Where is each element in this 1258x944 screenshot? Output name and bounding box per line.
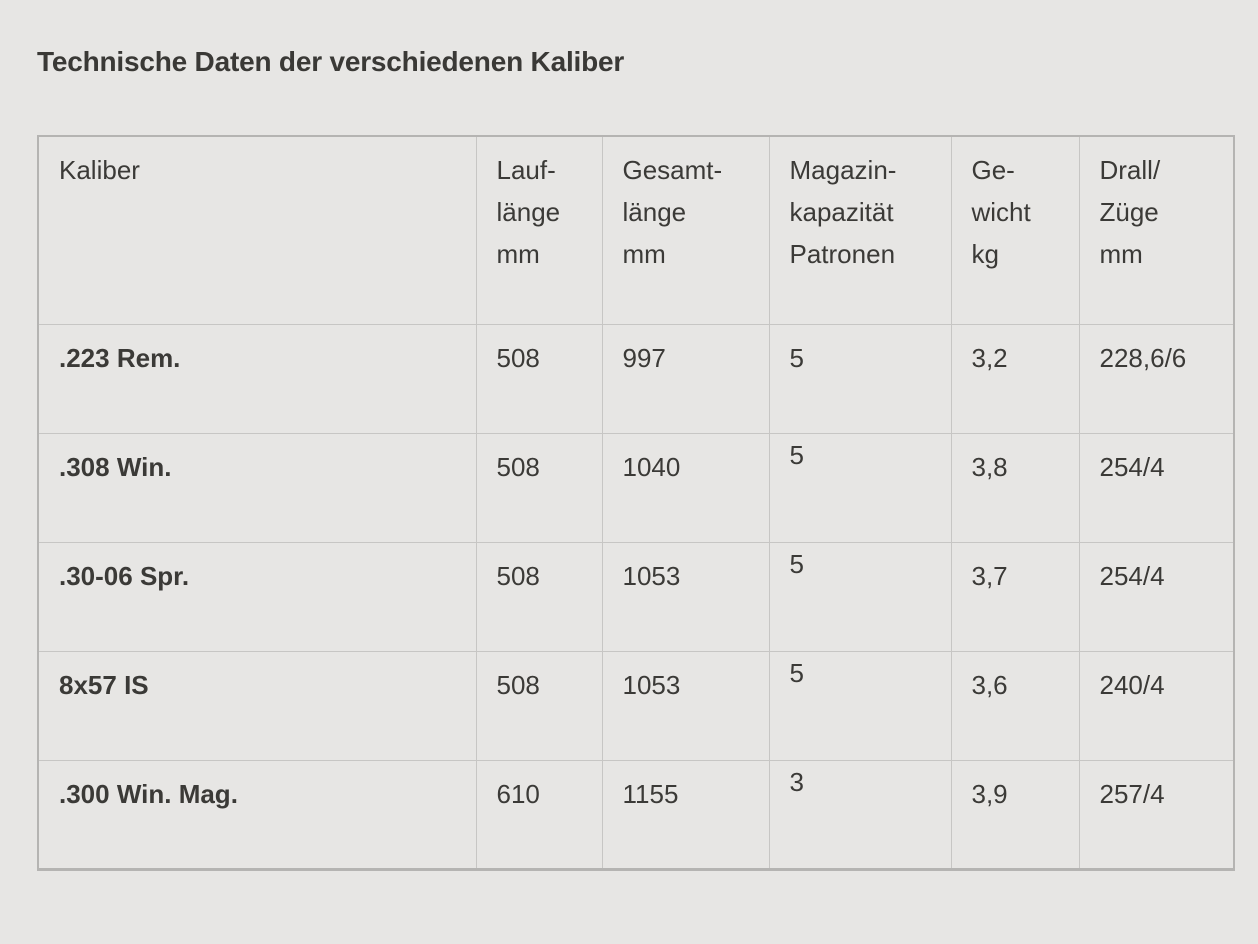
cell-lauflaenge: 508 xyxy=(475,541,603,652)
cell-gesamtlaenge: 1155 xyxy=(601,759,770,870)
cell-drall: 228,6/6 xyxy=(1078,323,1235,434)
page-title: Technische Daten der verschiedenen Kalib… xyxy=(37,46,625,77)
table-row: .308 Win. 508 1040 5 3,8 254/4 xyxy=(37,432,1235,543)
cell-magazin: 5 xyxy=(768,323,952,434)
cell-lauflaenge: 508 xyxy=(475,432,603,543)
table-row: .223 Rem. 508 997 5 3,2 228,6/6 xyxy=(37,323,1235,434)
table-row: .300 Win. Mag. 610 1155 3 3,9 257/4 xyxy=(37,759,1235,870)
cell-gewicht: 3,6 xyxy=(950,650,1080,761)
cell-kaliber: 8x57 IS xyxy=(37,650,477,761)
cell-magazin: 5 xyxy=(768,650,952,761)
cell-gesamtlaenge: 1053 xyxy=(601,650,770,761)
cell-gewicht: 3,8 xyxy=(950,432,1080,543)
cell-lauflaenge: 508 xyxy=(475,650,603,761)
column-header-kaliber: Kaliber xyxy=(37,135,477,325)
cell-gewicht: 3,9 xyxy=(950,759,1080,870)
column-header-gewicht: Ge- wicht kg xyxy=(950,135,1080,325)
cell-lauflaenge: 610 xyxy=(475,759,603,870)
cell-kaliber: .30-06 Spr. xyxy=(37,541,477,652)
cell-gesamtlaenge: 1040 xyxy=(601,432,770,543)
table-row: .30-06 Spr. 508 1053 5 3,7 254/4 xyxy=(37,541,1235,652)
column-header-magazin: Magazin- kapazität Patronen xyxy=(768,135,952,325)
cell-gewicht: 3,7 xyxy=(950,541,1080,652)
cell-kaliber: .300 Win. Mag. xyxy=(37,759,477,870)
table-row: 8x57 IS 508 1053 5 3,6 240/4 xyxy=(37,650,1235,761)
cell-magazin: 5 xyxy=(768,432,952,543)
cell-drall: 254/4 xyxy=(1078,432,1235,543)
cell-magazin: 3 xyxy=(768,759,952,870)
caliber-spec-table: Kaliber Lauf- länge mm Gesamt- länge mm … xyxy=(37,135,1235,871)
cell-lauflaenge: 508 xyxy=(475,323,603,434)
table-header-row: Kaliber Lauf- länge mm Gesamt- länge mm … xyxy=(37,135,1235,325)
column-header-drall: Drall/ Züge mm xyxy=(1078,135,1235,325)
cell-drall: 257/4 xyxy=(1078,759,1235,870)
column-header-gesamtlaenge: Gesamt- länge mm xyxy=(601,135,770,325)
cell-gesamtlaenge: 1053 xyxy=(601,541,770,652)
cell-kaliber: .308 Win. xyxy=(37,432,477,543)
cell-gewicht: 3,2 xyxy=(950,323,1080,434)
cell-magazin: 5 xyxy=(768,541,952,652)
cell-kaliber: .223 Rem. xyxy=(37,323,477,434)
column-header-lauflaenge: Lauf- länge mm xyxy=(475,135,603,325)
cell-drall: 240/4 xyxy=(1078,650,1235,761)
cell-gesamtlaenge: 997 xyxy=(601,323,770,434)
cell-drall: 254/4 xyxy=(1078,541,1235,652)
